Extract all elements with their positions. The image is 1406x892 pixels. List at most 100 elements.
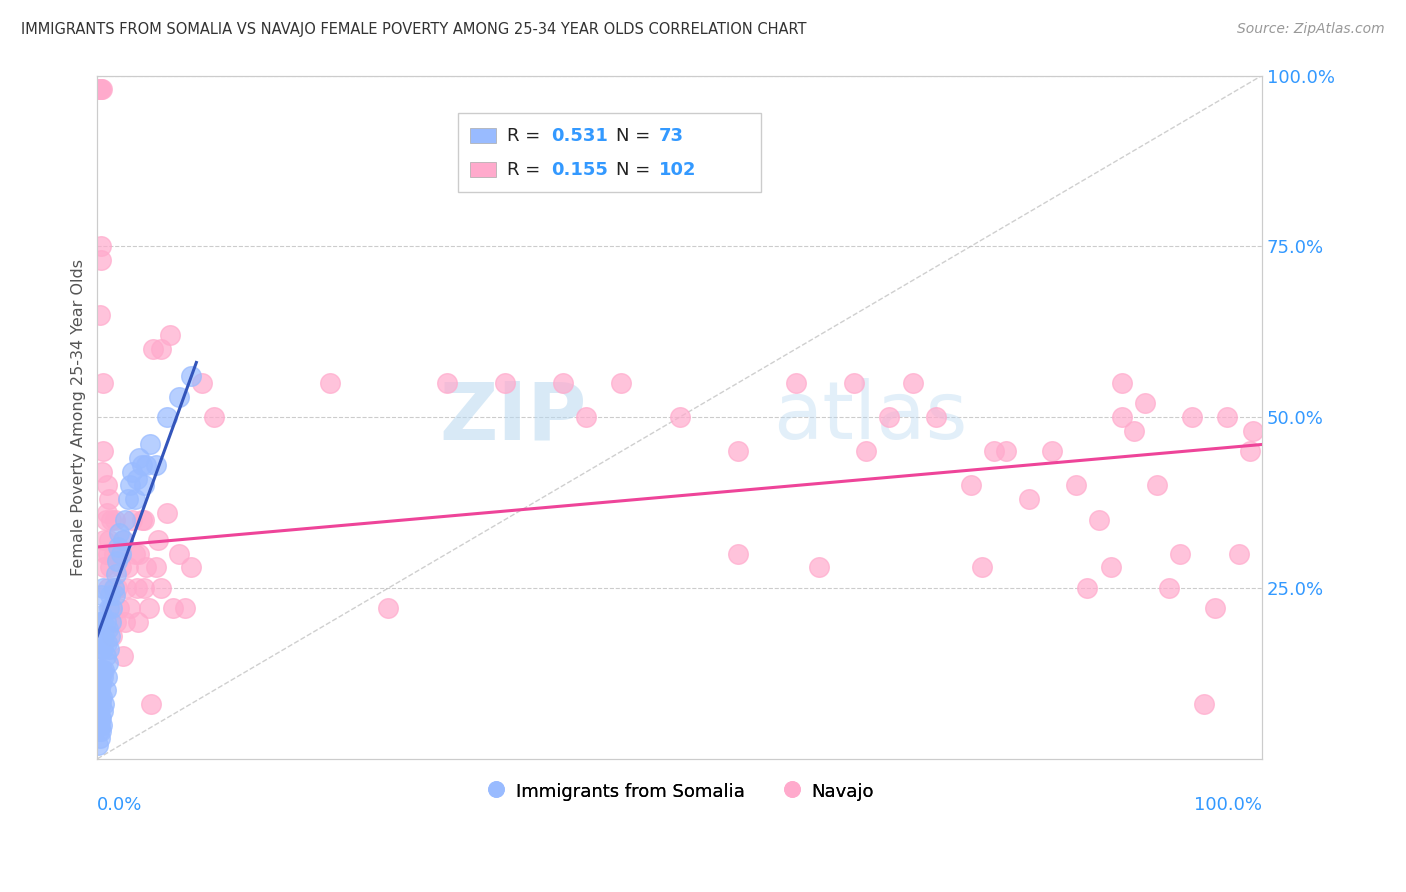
Point — [994, 444, 1017, 458]
Point — [97, 581, 120, 595]
Point — [104, 615, 127, 629]
Point — [98, 601, 121, 615]
Point — [138, 601, 160, 615]
Point — [972, 560, 994, 574]
Point — [117, 560, 139, 574]
Point — [180, 560, 202, 574]
Text: 0.531: 0.531 — [551, 127, 609, 145]
Point — [90, 642, 112, 657]
Point — [101, 629, 124, 643]
Point — [1064, 478, 1087, 492]
Point — [90, 82, 112, 96]
Point — [553, 376, 575, 390]
Point — [727, 547, 749, 561]
Point — [162, 601, 184, 615]
Point — [96, 506, 118, 520]
Point — [89, 615, 111, 629]
Point — [90, 615, 112, 629]
Point — [90, 588, 112, 602]
Point — [1239, 444, 1261, 458]
Point — [103, 581, 125, 595]
Point — [98, 533, 121, 548]
Point — [94, 683, 117, 698]
Text: 100.0%: 100.0% — [1194, 797, 1263, 814]
Point — [1146, 478, 1168, 492]
Point — [89, 690, 111, 705]
Bar — [470, 162, 496, 178]
Point — [91, 642, 114, 657]
Point — [1018, 492, 1040, 507]
Point — [1241, 424, 1264, 438]
Point — [90, 697, 112, 711]
Point — [89, 711, 111, 725]
Point — [89, 82, 111, 96]
Point — [1122, 424, 1144, 438]
Point — [156, 506, 179, 520]
Point — [785, 376, 807, 390]
Point — [901, 376, 924, 390]
Point — [101, 601, 124, 615]
Point — [135, 458, 157, 472]
Text: 73: 73 — [658, 127, 683, 145]
Point — [1181, 410, 1204, 425]
Point — [93, 560, 115, 574]
Point — [173, 601, 195, 615]
FancyBboxPatch shape — [458, 113, 761, 192]
Point — [139, 697, 162, 711]
Point — [103, 581, 125, 595]
Point — [319, 376, 342, 390]
Point — [93, 663, 115, 677]
Point — [1111, 410, 1133, 425]
Point — [97, 656, 120, 670]
Point — [121, 513, 143, 527]
Point — [87, 738, 110, 752]
Point — [1192, 697, 1215, 711]
Point — [1227, 547, 1250, 561]
Point — [494, 376, 516, 390]
Point — [97, 547, 120, 561]
Point — [91, 690, 114, 705]
Point — [98, 642, 121, 657]
Point — [90, 252, 112, 267]
Text: N =: N = — [616, 127, 655, 145]
Point — [87, 704, 110, 718]
Point — [107, 547, 129, 561]
Point — [96, 670, 118, 684]
Point — [128, 451, 150, 466]
Text: IMMIGRANTS FROM SOMALIA VS NAVAJO FEMALE POVERTY AMONG 25-34 YEAR OLDS CORRELATI: IMMIGRANTS FROM SOMALIA VS NAVAJO FEMALE… — [21, 22, 807, 37]
Point — [90, 711, 112, 725]
Point — [1170, 547, 1192, 561]
Point — [131, 458, 153, 472]
Point — [132, 513, 155, 527]
Point — [89, 683, 111, 698]
Point — [132, 478, 155, 492]
Legend: Immigrants from Somalia, Navajo: Immigrants from Somalia, Navajo — [478, 774, 882, 808]
Point — [145, 458, 167, 472]
Point — [91, 82, 114, 96]
Text: 0.0%: 0.0% — [97, 797, 143, 814]
Point — [111, 533, 134, 548]
Point — [87, 82, 110, 96]
Point — [93, 697, 115, 711]
Point — [94, 615, 117, 629]
Text: 0.155: 0.155 — [551, 161, 609, 178]
Point — [1135, 396, 1157, 410]
Point — [202, 410, 225, 425]
Point — [87, 697, 110, 711]
Point — [167, 390, 190, 404]
Point — [610, 376, 633, 390]
Point — [89, 635, 111, 649]
Point — [118, 478, 141, 492]
Point — [98, 492, 121, 507]
Point — [139, 437, 162, 451]
Point — [91, 635, 114, 649]
Point — [98, 560, 121, 574]
Point — [104, 567, 127, 582]
Point — [91, 608, 114, 623]
Point — [111, 533, 134, 548]
Point — [93, 533, 115, 548]
Point — [91, 465, 114, 479]
Point — [91, 444, 114, 458]
Point — [91, 717, 114, 731]
Text: Source: ZipAtlas.com: Source: ZipAtlas.com — [1237, 22, 1385, 37]
